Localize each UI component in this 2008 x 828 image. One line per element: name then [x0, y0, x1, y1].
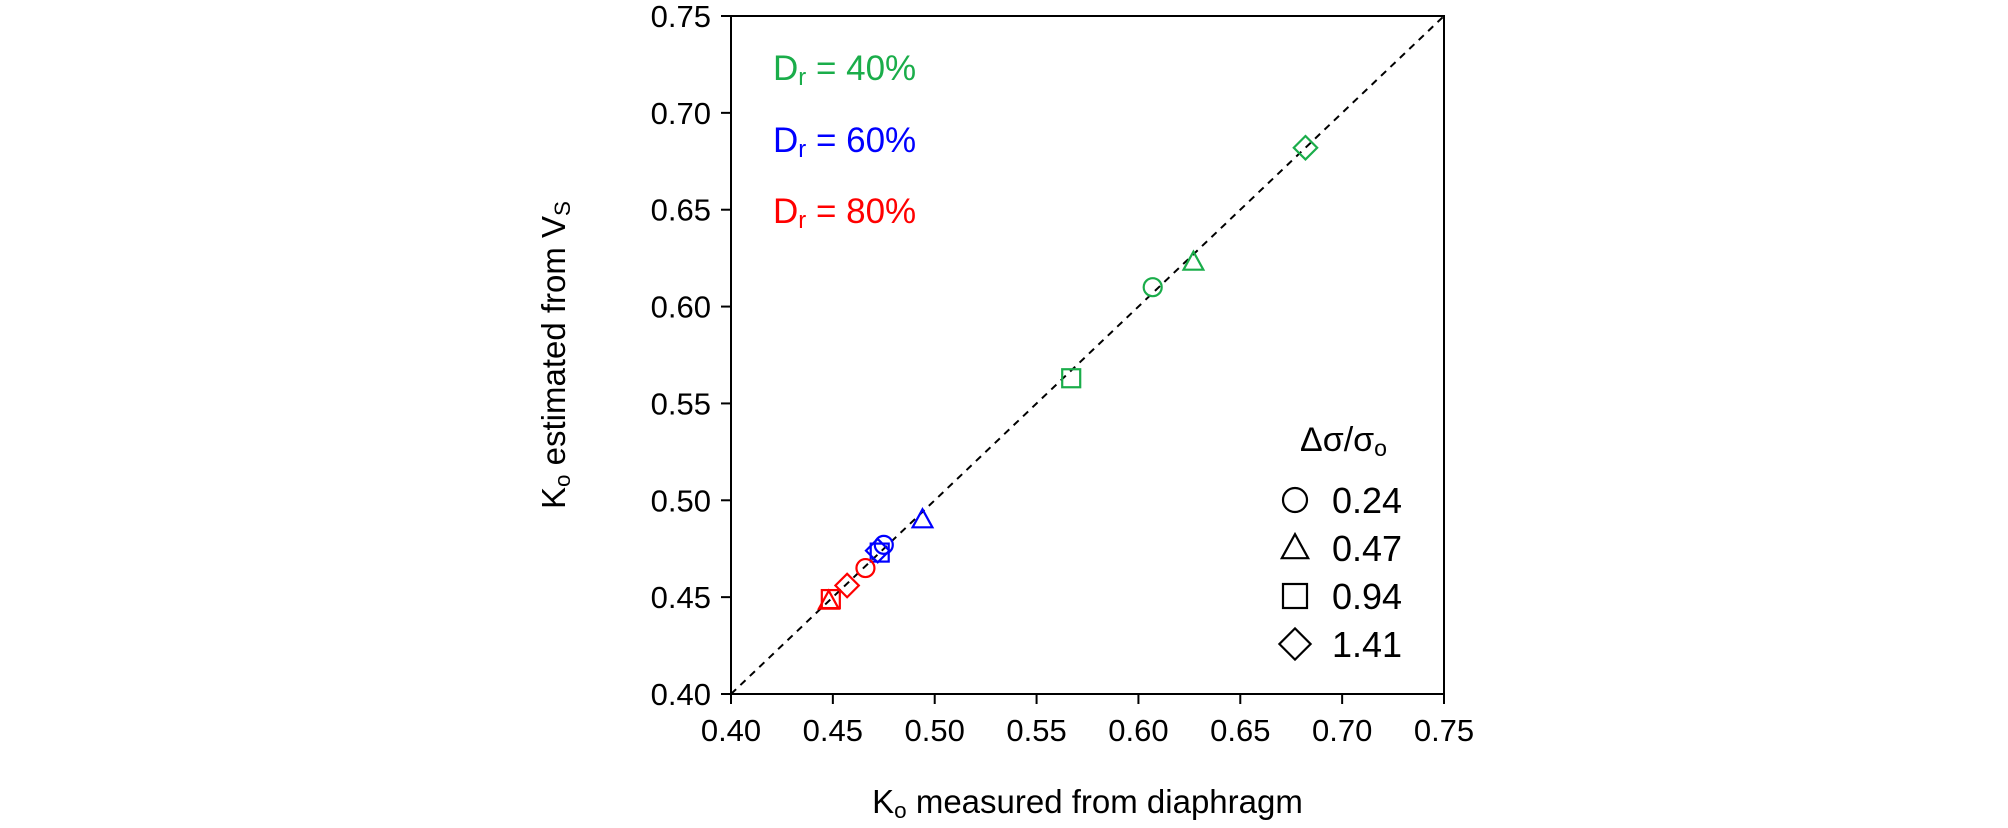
- plot-frame: [730, 15, 1445, 695]
- x-tick-label: 0.75: [1414, 713, 1474, 748]
- data-point-triangle: [910, 507, 935, 529]
- x-tick-label: 0.60: [1108, 713, 1168, 748]
- data-point-circle: [873, 534, 894, 555]
- legend-label: 0.24: [1332, 480, 1402, 521]
- y-tick-label: 0.40: [651, 677, 711, 712]
- group-label-dr: Dr = 60%: [773, 121, 916, 163]
- y-tick-label: 0.50: [651, 483, 711, 518]
- legend-marker-circle: [1281, 486, 1309, 514]
- legend-title: Δσ/σo: [1300, 421, 1387, 461]
- y-tick-label: 0.70: [651, 96, 711, 131]
- x-tick-label: 0.55: [1006, 713, 1066, 748]
- x-tick-label: 0.50: [905, 713, 965, 748]
- group-label-dr: Dr = 40%: [773, 49, 916, 91]
- legend-marker-triangle: [1279, 531, 1311, 560]
- x-tick-label: 0.40: [701, 713, 761, 748]
- group-label-dr: Dr = 80%: [773, 192, 916, 234]
- x-axis-label: Ko measured from diaphragm: [872, 783, 1303, 823]
- y-tick-label: 0.65: [651, 193, 711, 228]
- data-point-circle: [855, 557, 876, 579]
- data-point-diamond: [1292, 134, 1319, 161]
- data-point-diamond: [864, 537, 891, 564]
- y-axis-label: Ko estimated from VS: [535, 201, 575, 509]
- reference-line: [730, 15, 1445, 695]
- legend-label: 1.41: [1332, 624, 1402, 665]
- data-point-square: [1061, 368, 1082, 389]
- y-tick-label: 0.60: [651, 290, 711, 325]
- y-tick-label: 0.75: [651, 0, 711, 34]
- y-tick-label: 0.55: [651, 386, 711, 421]
- legend-marker-square: [1281, 582, 1309, 610]
- legend-label: 0.47: [1332, 528, 1402, 569]
- y-tick-label: 0.45: [651, 580, 711, 615]
- legend-label: 0.94: [1332, 576, 1402, 617]
- data-point-triangle: [1181, 249, 1206, 271]
- legend-marker-diamond: [1277, 626, 1313, 662]
- x-tick-label: 0.70: [1312, 713, 1372, 748]
- x-tick-label: 0.65: [1210, 713, 1270, 748]
- x-tick-label: 0.45: [803, 713, 863, 748]
- plot-area: 0.40 0.45 0.50 0.55 0.60 0.65 0.70 0.75 0.40 0.45…: [535, 0, 1474, 823]
- data-point-square: [820, 588, 841, 610]
- data-point-circle: [1142, 277, 1163, 298]
- data-point-diamond: [833, 572, 861, 599]
